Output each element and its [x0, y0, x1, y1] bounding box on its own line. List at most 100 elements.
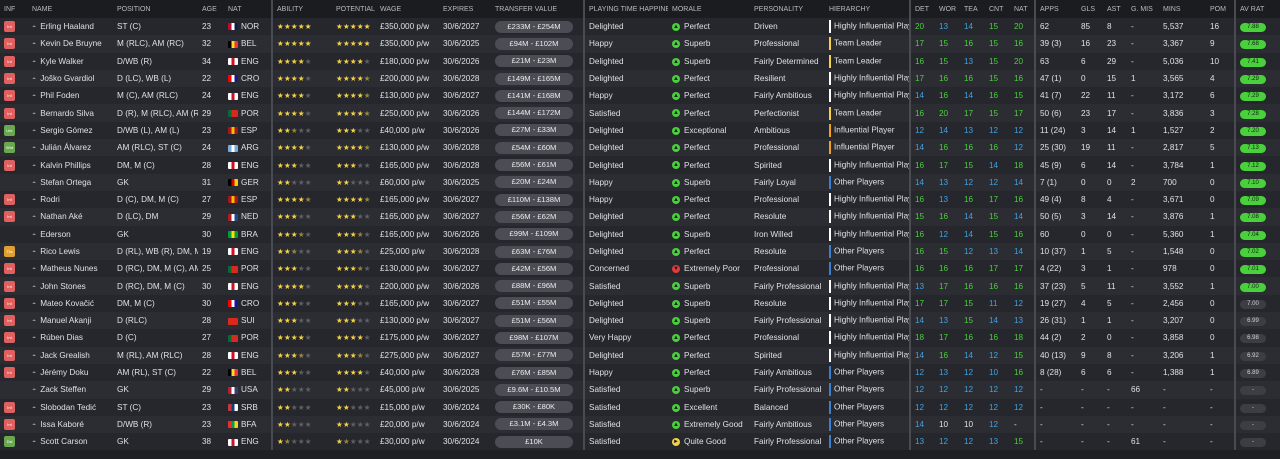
- col-nat[interactable]: NAT: [224, 0, 273, 18]
- player-row[interactable]: ◓ Stefan Ortega GK 31 GER ★★★★★ ★★★★★ £60,000 p…: [0, 173, 1280, 191]
- col-ast[interactable]: AST: [1103, 0, 1127, 18]
- player-name-cell[interactable]: ◓ Mateo Kovačić: [28, 294, 113, 313]
- player-row[interactable]: Int ◓ Joško Gvardiol D (LC), WB (L) 22 CRO ★★★…: [0, 69, 1280, 88]
- col-gmis[interactable]: G. MIS: [1127, 0, 1159, 18]
- player-name-cell[interactable]: ◓ Jérémy Doku: [28, 363, 113, 382]
- player-row[interactable]: Int ◓ Slobodan Tedić ST (C) 23 SRB ★★★★★ ★★★★★ £…: [0, 398, 1280, 416]
- status-badge[interactable]: Dsl: [4, 436, 15, 448]
- player-name-cell[interactable]: ◓ Nathan Aké: [28, 208, 113, 226]
- col-personality[interactable]: PERSONALITY: [750, 0, 825, 18]
- status-badge[interactable]: Int: [4, 107, 15, 119]
- player-row[interactable]: Int ◓ Jérémy Doku AM (RL), ST (C) 22 BEL ★★★★★…: [0, 363, 1280, 382]
- col-wor[interactable]: WOR: [935, 0, 960, 18]
- player-name-cell[interactable]: ◓ Kalvin Phillips: [28, 156, 113, 174]
- col-inf[interactable]: INF: [0, 0, 28, 18]
- col-transfer-value[interactable]: TRANSFER VALUE: [491, 0, 585, 18]
- player-name-cell[interactable]: ◓ Issa Kaboré: [28, 415, 113, 434]
- col-age[interactable]: AGE: [198, 0, 224, 18]
- player-row[interactable]: Int ◓ Jack Grealish M (RL), AM (RLC) 28 ENG ★★…: [0, 346, 1280, 364]
- player-name[interactable]: Joško Gvardiol: [40, 74, 95, 84]
- col-hierarchy[interactable]: HIERARCHY: [825, 0, 911, 18]
- col-pom[interactable]: POM: [1206, 0, 1236, 18]
- player-row[interactable]: Unr ◓ Sergio Gómez D/WB (L), AM (L) 23 ESP ★★★…: [0, 121, 1280, 140]
- col-mins[interactable]: MINS: [1159, 0, 1206, 18]
- player-name[interactable]: Jack Grealish: [40, 350, 90, 360]
- player-name-cell[interactable]: ◓ Sergio Gómez: [28, 121, 113, 140]
- status-badge[interactable]: Int: [4, 418, 15, 430]
- player-name-cell[interactable]: ◓ Joško Gvardiol: [28, 69, 113, 88]
- player-name[interactable]: Matheus Nunes: [40, 264, 98, 274]
- player-name[interactable]: Kyle Walker: [40, 56, 84, 66]
- player-name-cell[interactable]: ◓ Stefan Ortega: [28, 173, 113, 191]
- player-row[interactable]: Int ◓ Nathan Aké D (LC), DM 29 NED ★★★★★ ★★★★★ £…: [0, 208, 1280, 226]
- status-badge[interactable]: Int: [4, 315, 15, 327]
- status-badge[interactable]: Int: [4, 211, 15, 223]
- player-row[interactable]: Int ◓ Issa Kaboré D/WB (R) 23 BFA ★★★★★ ★★★★★ £2…: [0, 415, 1280, 434]
- col-nat-attr[interactable]: NAT: [1010, 0, 1036, 18]
- player-name[interactable]: Sergio Gómez: [40, 125, 93, 135]
- col-apps[interactable]: APPS: [1035, 0, 1077, 18]
- player-name[interactable]: John Stones: [40, 281, 86, 291]
- status-badge[interactable]: Unr: [4, 124, 15, 136]
- player-name-cell[interactable]: ◓ Ederson: [28, 225, 113, 243]
- player-row[interactable]: Int ◓ Kyle Walker D/WB (R) 34 ENG ★★★★★ ★★★★★ £1…: [0, 52, 1280, 70]
- player-name[interactable]: Slobodan Tedić: [40, 402, 97, 412]
- status-badge[interactable]: Int: [4, 73, 15, 85]
- player-name-cell[interactable]: ◓ Phil Foden: [28, 87, 113, 105]
- player-row[interactable]: Int ◓ Erling Haaland ST (C) 23 NOR ★★★★★ ★★★★★ £…: [0, 18, 1280, 36]
- player-name-cell[interactable]: ◓ Slobodan Tedić: [28, 398, 113, 416]
- player-name[interactable]: Rúben Dias: [40, 333, 84, 343]
- player-row[interactable]: Int ◓ Rúben Dias D (C) 27 POR ★★★★★ ★★★★★ £175,0…: [0, 329, 1280, 347]
- player-row[interactable]: Int ◓ Kevin De Bruyne M (RLC), AM (RC) 32 BEL…: [0, 35, 1280, 53]
- player-name[interactable]: Bernardo Silva: [40, 108, 94, 118]
- player-name-cell[interactable]: ◓ Manuel Akanji: [28, 312, 113, 330]
- status-badge[interactable]: Wnt: [4, 142, 15, 154]
- status-badge[interactable]: Int: [4, 194, 15, 206]
- col-det[interactable]: DET: [910, 0, 935, 18]
- player-name-cell[interactable]: ◓ Rodri: [28, 190, 113, 209]
- col-gls[interactable]: GLS: [1077, 0, 1103, 18]
- player-name[interactable]: Julián Álvarez: [40, 143, 92, 153]
- status-badge[interactable]: Int: [4, 280, 15, 292]
- player-name[interactable]: Nathan Aké: [40, 212, 83, 222]
- status-badge[interactable]: Int: [4, 90, 15, 102]
- status-badge[interactable]: Int: [4, 55, 15, 67]
- player-name-cell[interactable]: ◓ Zack Steffen: [28, 381, 113, 399]
- player-name-cell[interactable]: ◓ Julián Álvarez: [28, 139, 113, 157]
- col-tea[interactable]: TEA: [960, 0, 985, 18]
- player-row[interactable]: ◓ Zack Steffen GK 29 USA ★★★★★ ★★★★★ £45,000 p/…: [0, 381, 1280, 399]
- col-name[interactable]: NAME: [28, 0, 113, 18]
- player-name-cell[interactable]: ◓ Rico Lewis: [28, 242, 113, 261]
- player-row[interactable]: Int ◓ Rodri D (C), DM, M (C) 27 ESP ★★★★★ ★★★★★…: [0, 190, 1280, 209]
- player-name[interactable]: Erling Haaland: [40, 22, 94, 32]
- status-badge[interactable]: Tra: [4, 246, 15, 257]
- status-badge[interactable]: Int: [4, 367, 15, 379]
- player-name-cell[interactable]: ◓ Erling Haaland: [28, 18, 113, 36]
- player-row[interactable]: Int ◓ Phil Foden M (C), AM (RLC) 24 ENG ★★★★★ ★…: [0, 87, 1280, 105]
- status-badge[interactable]: Int: [4, 349, 15, 361]
- player-name[interactable]: Issa Kaboré: [40, 419, 84, 429]
- player-name-cell[interactable]: ◓ Rúben Dias: [28, 329, 113, 347]
- player-name-cell[interactable]: ◓ Kyle Walker: [28, 52, 113, 70]
- status-badge[interactable]: Int: [4, 38, 15, 50]
- player-name[interactable]: Kevin De Bruyne: [40, 39, 102, 49]
- col-cnt[interactable]: CNT: [985, 0, 1010, 18]
- status-badge[interactable]: Int: [4, 159, 15, 171]
- col-expires[interactable]: EXPIRES: [439, 0, 491, 18]
- status-badge[interactable]: Int: [4, 297, 15, 309]
- player-name-cell[interactable]: ◓ John Stones: [28, 277, 113, 295]
- player-row[interactable]: Int ◓ Kalvin Phillips DM, M (C) 28 ENG ★★★★★ ★★…: [0, 156, 1280, 174]
- player-name[interactable]: Manuel Akanji: [40, 316, 92, 326]
- col-avrat[interactable]: AV RAT: [1235, 0, 1280, 18]
- player-name[interactable]: Ederson: [40, 229, 71, 239]
- col-position[interactable]: POSITION: [113, 0, 198, 18]
- col-ability[interactable]: ABILITY: [272, 0, 332, 18]
- player-name-cell[interactable]: ◓ Jack Grealish: [28, 346, 113, 364]
- status-badge[interactable]: Int: [4, 332, 15, 344]
- player-name[interactable]: Zack Steffen: [40, 385, 87, 395]
- col-morale[interactable]: MORALE: [668, 0, 750, 18]
- player-name-cell[interactable]: ◓ Bernardo Silva: [28, 104, 113, 122]
